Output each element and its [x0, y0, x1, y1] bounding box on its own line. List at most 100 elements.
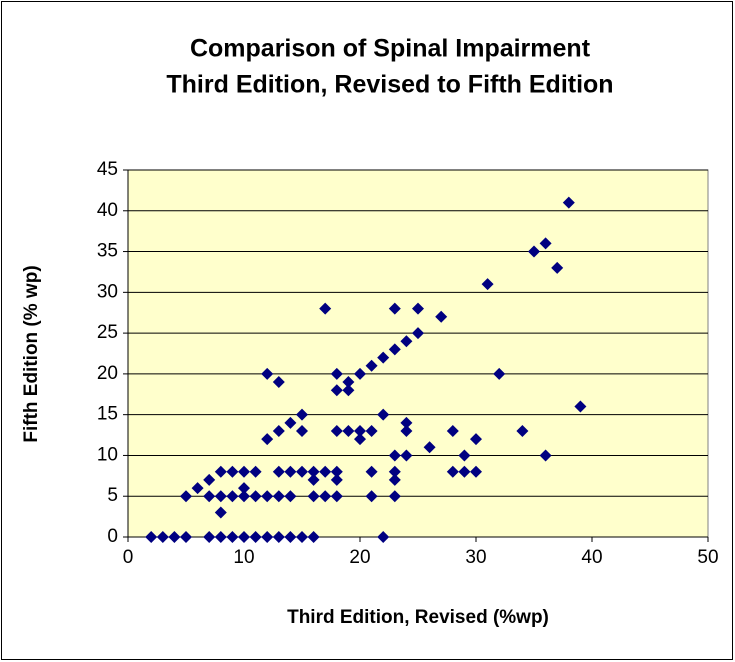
y-tick-label: 0 — [107, 526, 118, 547]
x-axis-title: Third Edition, Revised (%wp) — [287, 607, 549, 628]
point — [319, 490, 332, 503]
point — [238, 490, 250, 503]
point — [481, 278, 494, 291]
point — [539, 237, 552, 250]
y-tick-label: 40 — [97, 200, 118, 221]
point — [180, 490, 192, 503]
point — [365, 424, 378, 437]
point — [412, 327, 424, 340]
point — [214, 490, 227, 503]
point — [226, 531, 239, 543]
point — [145, 531, 158, 543]
point — [342, 376, 355, 389]
point — [272, 490, 285, 503]
point — [388, 473, 401, 486]
y-tick-label: 30 — [97, 281, 118, 302]
point — [354, 424, 366, 437]
chart-title: Third Edition, Revised to Fifth Edition — [166, 71, 613, 99]
point — [470, 433, 482, 446]
point — [412, 302, 424, 315]
point — [400, 335, 413, 348]
point — [446, 424, 459, 437]
point — [330, 473, 343, 486]
point — [400, 449, 413, 462]
point — [249, 490, 262, 503]
x-tick-label: 50 — [697, 547, 718, 568]
point — [238, 465, 250, 478]
point — [238, 482, 250, 495]
x-tick-label: 20 — [349, 547, 370, 568]
point — [365, 490, 378, 503]
point — [446, 465, 459, 478]
point — [330, 490, 343, 503]
point — [284, 465, 297, 478]
point — [388, 490, 401, 503]
point — [226, 490, 239, 503]
point — [296, 465, 308, 478]
point — [319, 465, 332, 478]
point — [319, 302, 332, 315]
point — [272, 424, 285, 437]
point — [168, 531, 181, 543]
point — [261, 367, 274, 380]
point — [342, 424, 355, 437]
y-tick-label: 45 — [97, 159, 118, 180]
point — [377, 351, 390, 364]
point — [330, 465, 343, 478]
point — [214, 506, 227, 519]
point — [342, 384, 355, 397]
point — [249, 531, 262, 543]
point — [261, 531, 274, 543]
point — [272, 465, 285, 478]
point — [203, 531, 216, 543]
point — [307, 490, 320, 503]
point — [562, 196, 575, 209]
x-tick-label: 40 — [581, 547, 602, 568]
point — [377, 531, 390, 543]
x-tick-label: 10 — [233, 547, 254, 568]
x-tick-label: 30 — [465, 547, 486, 568]
y-tick-label: 10 — [97, 444, 118, 465]
point — [203, 473, 216, 486]
point — [226, 465, 239, 478]
point — [458, 465, 471, 478]
point — [284, 531, 297, 543]
y-tick-label: 15 — [97, 404, 118, 425]
point — [470, 465, 482, 478]
point — [423, 441, 436, 454]
point — [388, 449, 401, 462]
point — [528, 245, 540, 258]
point — [214, 465, 227, 478]
point — [330, 384, 343, 397]
point — [238, 531, 250, 543]
y-tick-label: 25 — [97, 322, 118, 343]
point — [307, 473, 320, 486]
point — [261, 433, 274, 446]
point — [435, 310, 448, 323]
point — [296, 424, 308, 437]
point — [493, 367, 506, 380]
point — [365, 465, 378, 478]
point — [400, 424, 413, 437]
point — [365, 359, 378, 372]
point — [272, 376, 285, 389]
point — [377, 408, 390, 421]
point — [284, 416, 297, 429]
point — [400, 416, 413, 429]
point — [330, 367, 343, 380]
point — [307, 531, 320, 543]
point — [307, 465, 320, 478]
point — [296, 531, 308, 543]
x-tick-label: 0 — [123, 547, 134, 568]
point — [284, 490, 297, 503]
point — [551, 261, 564, 274]
point — [388, 465, 401, 478]
point — [203, 490, 216, 503]
point — [516, 424, 529, 437]
chart-title: Comparison of Spinal Impairment — [190, 35, 591, 63]
point — [249, 465, 262, 478]
point — [261, 490, 274, 503]
plot-area — [127, 169, 709, 538]
point — [388, 343, 401, 356]
